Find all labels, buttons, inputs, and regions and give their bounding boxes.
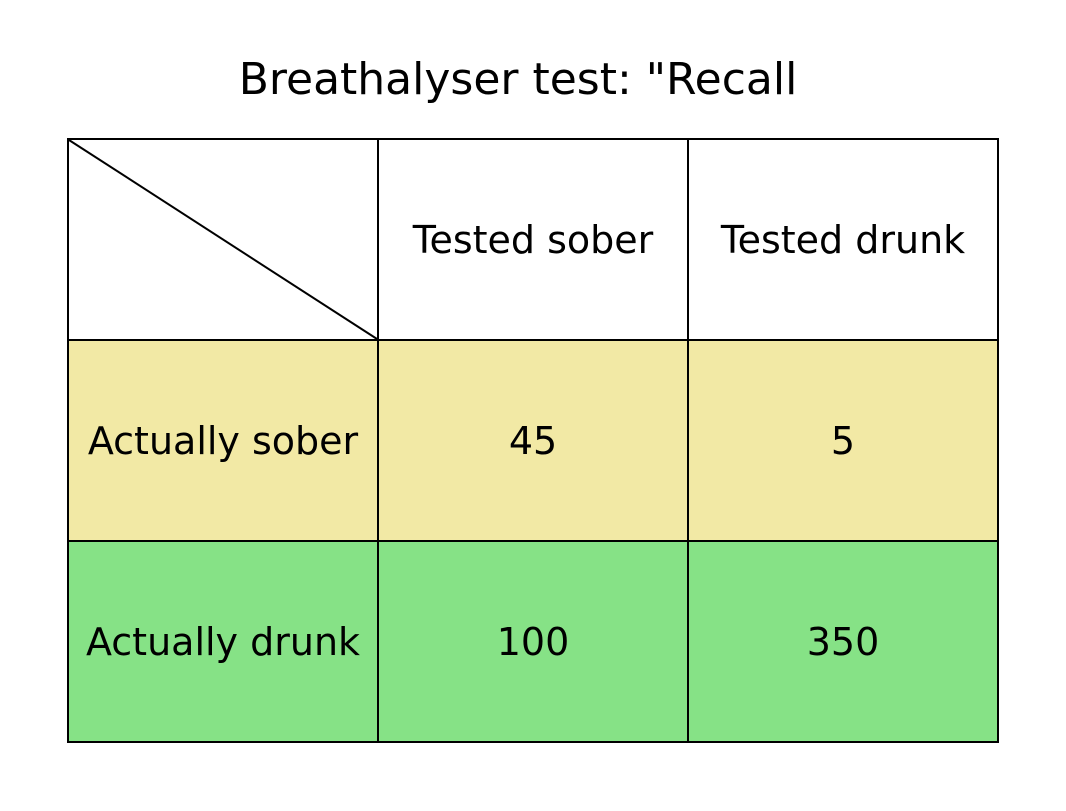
column-header-tested-drunk: Tested drunk (687, 138, 999, 341)
diagonal-divider (69, 140, 377, 339)
row-label-actually-drunk: Actually drunk (67, 540, 379, 743)
cell-actually-sober-tested-drunk: 5 (687, 339, 999, 542)
cell-actually-sober-tested-sober: 45 (377, 339, 689, 542)
cell-actually-drunk-tested-sober: 100 (377, 540, 689, 743)
header-row: Tested sober Tested drunk (67, 138, 999, 341)
column-header-tested-sober: Tested sober (377, 138, 689, 341)
confusion-matrix: Tested sober Tested drunk Actually sober… (67, 138, 999, 743)
table-row: Actually drunk 100 350 (67, 540, 999, 743)
corner-cell (67, 138, 379, 341)
cell-actually-drunk-tested-drunk: 350 (687, 540, 999, 743)
table-row: Actually sober 45 5 (67, 339, 999, 542)
row-label-actually-sober: Actually sober (67, 339, 379, 542)
diagram-title: Breathalyser test: "Recall (238, 54, 798, 105)
